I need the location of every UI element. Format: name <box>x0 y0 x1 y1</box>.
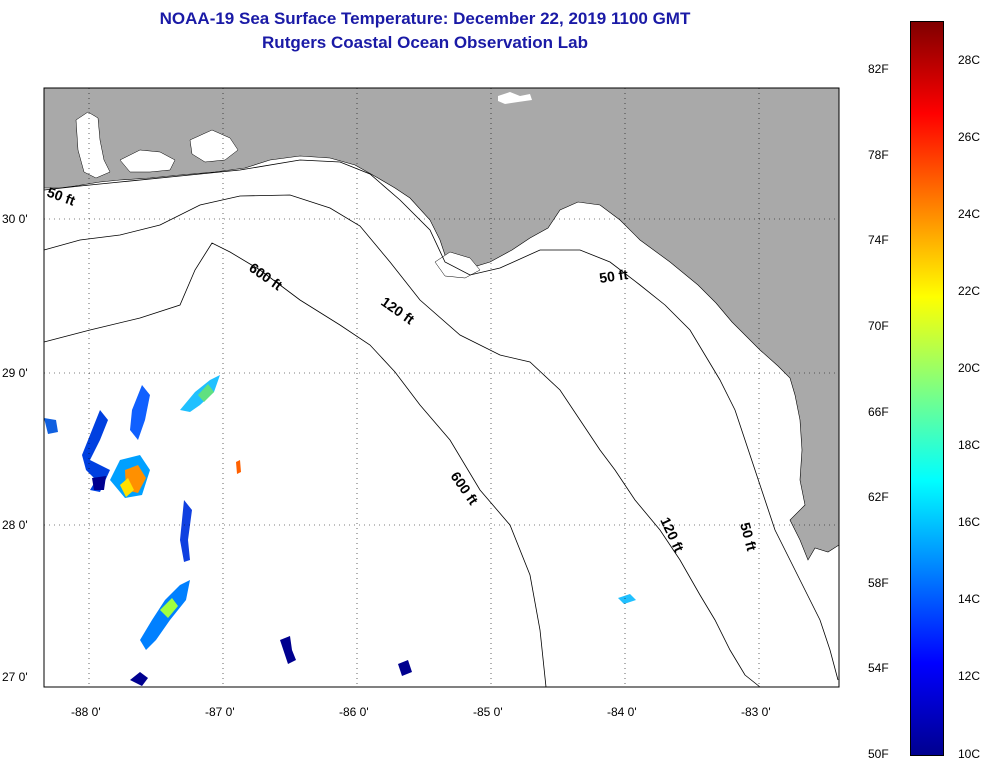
sst-patch <box>180 500 192 562</box>
temperature-colorbar <box>910 21 944 756</box>
colorbar-c-label: 28C <box>958 53 981 67</box>
lon-tick-label: -88 0' <box>71 705 101 719</box>
bay <box>119 149 176 173</box>
sst-patch <box>618 594 636 604</box>
contour-label: 50 ft <box>737 521 760 553</box>
lat-tick-label: 30 0' <box>2 212 28 226</box>
colorbar-f-label: 74F <box>868 233 889 247</box>
sst-patch <box>130 672 148 686</box>
contour-label: 50 ft <box>598 266 629 286</box>
lat-tick-label: 29 0' <box>2 366 28 380</box>
lat-tick-label: 27 0' <box>2 670 28 684</box>
sst-patch <box>236 460 241 474</box>
colorbar-f-label: 62F <box>868 490 889 504</box>
lon-tick-label: -83 0' <box>741 705 771 719</box>
map-title: NOAA-19 Sea Surface Temperature: Decembe… <box>159 9 691 28</box>
bay <box>75 111 111 179</box>
lon-tick-label: -84 0' <box>607 705 637 719</box>
colorbar-c-label: 18C <box>958 438 981 452</box>
colorbar-c-label: 12C <box>958 669 981 683</box>
sst-patch <box>198 384 214 402</box>
colorbar-f-label: 54F <box>868 661 889 675</box>
colorbar-c-label: 20C <box>958 361 981 375</box>
sst-patch <box>398 660 412 676</box>
colorbar-c-label: 22C <box>958 284 981 298</box>
colorbar-c-label: 26C <box>958 130 981 144</box>
colorbar-f-label: 66F <box>868 405 889 419</box>
sst-patch <box>280 636 296 664</box>
lon-tick-label: -85 0' <box>473 705 503 719</box>
contour-50ft <box>43 159 839 681</box>
lon-tick-label: -86 0' <box>339 705 369 719</box>
contour-120ft <box>43 194 761 688</box>
colorbar-f-label: 82F <box>868 62 889 76</box>
lon-tick-label: -87 0' <box>205 705 235 719</box>
sst-patch <box>92 476 106 490</box>
colorbar-c-label: 14C <box>958 592 981 606</box>
sst-patch <box>44 418 58 434</box>
colorbar-f-label: 78F <box>868 148 889 162</box>
bay <box>434 251 481 279</box>
map-subtitle: Rutgers Coastal Ocean Observation Lab <box>262 33 588 52</box>
sst-data-patches <box>44 375 636 686</box>
colorbar-f-label: 58F <box>868 576 889 590</box>
lat-tick-label: 28 0' <box>2 518 28 532</box>
colorbar-c-label: 16C <box>958 515 981 529</box>
colorbar-c-label: 10C <box>958 747 981 761</box>
colorbar-c-label: 24C <box>958 207 981 221</box>
sst-patch <box>82 410 110 492</box>
sst-patch <box>130 385 150 440</box>
lake <box>498 92 532 104</box>
bay <box>189 129 239 163</box>
sst-patch <box>120 478 134 497</box>
sst-patch <box>160 598 178 618</box>
colorbar-f-label: 70F <box>868 319 889 333</box>
colorbar-f-label: 50F <box>868 747 889 761</box>
